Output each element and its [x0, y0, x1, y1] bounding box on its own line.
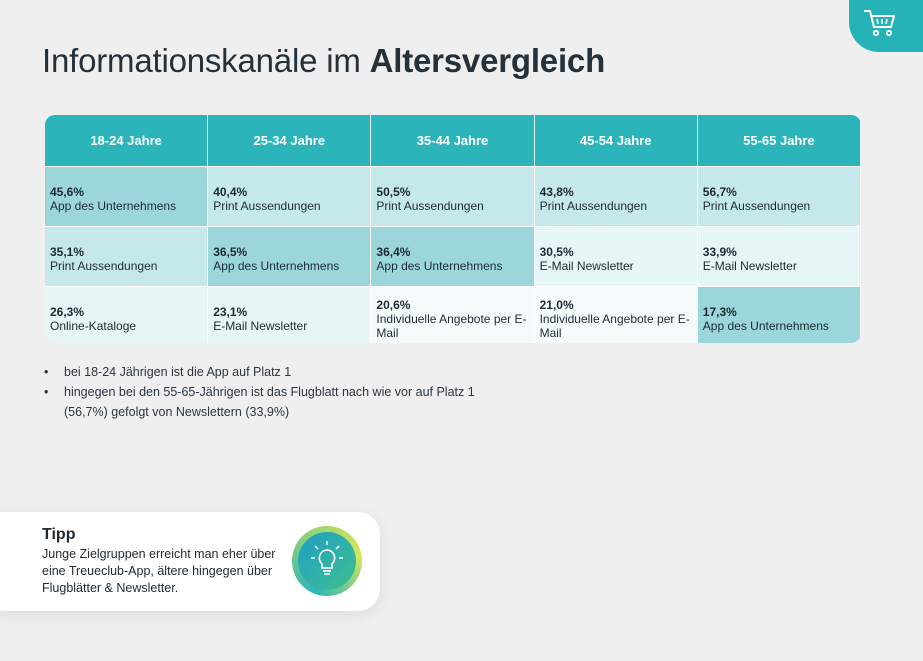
table-cell: 50,5% Print Aussendungen — [371, 166, 535, 226]
table-cell: 35,1% Print Aussendungen — [45, 226, 209, 286]
cell-label: Print Aussendungen — [376, 199, 484, 213]
table-cell: 17,3% App des Unternehmens — [697, 286, 861, 343]
cell-percent: 50,5% — [376, 185, 411, 199]
page-title-light: Informationskanäle im — [42, 42, 370, 79]
shopping-cart-icon — [864, 10, 895, 37]
cell-label: Online-Kataloge — [50, 319, 137, 333]
cell-label: E-Mail Newsletter — [702, 259, 797, 273]
page-title-bold: Altersvergleich — [369, 42, 606, 79]
cell-percent: 33,9% — [702, 245, 737, 259]
cell-percent: 40,4% — [213, 185, 248, 199]
cell-label: Print Aussendungen — [213, 199, 321, 213]
column-header: 35-44 Jahre — [371, 115, 535, 166]
cell-percent: 20,6% — [376, 298, 411, 312]
table-cell: 36,4% App des Unternehmens — [371, 226, 535, 286]
table-cell: 33,9% E-Mail Newsletter — [697, 226, 861, 286]
cell-label: Print Aussendungen — [539, 199, 648, 213]
tip-card: Tipp Junge Zielgruppen erreicht man eher… — [0, 512, 380, 611]
cell-label: App des Unternehmens — [213, 259, 340, 273]
cell-percent: 36,5% — [213, 245, 248, 259]
cell-percent: 17,3% — [702, 305, 737, 319]
cell-label: Individuelle Angebote per E-Mail — [376, 312, 527, 340]
cell-label: App des Unternehmens — [376, 259, 503, 273]
cell-percent: 43,8% — [539, 185, 574, 199]
table-cell: 45,6% App des Unternehmens — [45, 166, 209, 226]
table-cell: 20,6% Individuelle Angebote per E-Mail — [371, 286, 535, 343]
table-cell: 36,5% App des Unternehmens — [208, 226, 372, 286]
table-cell: 21,0% Individuelle Angebote per E-Mail — [534, 286, 698, 343]
cell-label: App des Unternehmens — [702, 319, 829, 333]
table-cell: 43,8% Print Aussendungen — [534, 166, 698, 226]
list-item-text: bei 18-24 Jährigen ist die App auf Platz… — [64, 365, 292, 379]
cell-percent: 26,3% — [50, 305, 85, 319]
cell-percent: 23,1% — [213, 305, 248, 319]
table-cell: 23,1% E-Mail Newsletter — [208, 286, 372, 343]
tip-title: Tipp — [42, 526, 76, 543]
age-comparison-table: 18-24 Jahre 25-34 Jahre 35-44 Jahre 45-5… — [45, 115, 861, 343]
list-item: hingegen bei den 55-65-Jährigen ist das … — [44, 382, 475, 422]
tip-text: Junge Zielgruppen erreicht man eher über… — [42, 547, 276, 595]
cell-label: App des Unternehmens — [50, 199, 177, 213]
cart-badge — [849, 0, 923, 52]
cell-percent: 45,6% — [50, 185, 85, 199]
column-header: 45-54 Jahre — [534, 115, 698, 166]
cell-label: Print Aussendungen — [702, 199, 811, 213]
cell-percent: 36,4% — [376, 245, 411, 259]
cell-percent: 21,0% — [539, 298, 574, 312]
table-cell: 30,5% E-Mail Newsletter — [534, 226, 698, 286]
column-header: 18-24 Jahre — [45, 115, 209, 166]
cell-percent: 30,5% — [539, 245, 574, 259]
table-cell: 40,4% Print Aussendungen — [208, 166, 372, 226]
cell-percent: 35,1% — [50, 245, 85, 259]
list-item-text: hingegen bei den 55-65-Jährigen ist das … — [64, 385, 475, 399]
list-item-continuation: (56,7%) gefolgt von Newslettern (33,9%) — [64, 405, 290, 419]
cell-label: E-Mail Newsletter — [213, 319, 308, 333]
table-cell: 26,3% Online-Kataloge — [45, 286, 209, 343]
cell-label: Individuelle Angebote per E-Mail — [539, 312, 690, 340]
table-cell: 56,7% Print Aussendungen — [697, 166, 861, 226]
column-header: 25-34 Jahre — [208, 115, 372, 166]
page-title: Informationskanäle im Altersvergleich — [42, 42, 605, 80]
cell-percent: 56,7% — [702, 185, 737, 199]
insights-list: bei 18-24 Jährigen ist die App auf Platz… — [44, 362, 475, 422]
tip-icon-badge — [292, 526, 362, 596]
list-item: bei 18-24 Jährigen ist die App auf Platz… — [44, 362, 475, 382]
lightbulb-icon — [311, 541, 343, 575]
cell-label: E-Mail Newsletter — [539, 259, 634, 273]
cell-label: Print Aussendungen — [50, 259, 158, 273]
column-header: 55-65 Jahre — [697, 115, 861, 166]
